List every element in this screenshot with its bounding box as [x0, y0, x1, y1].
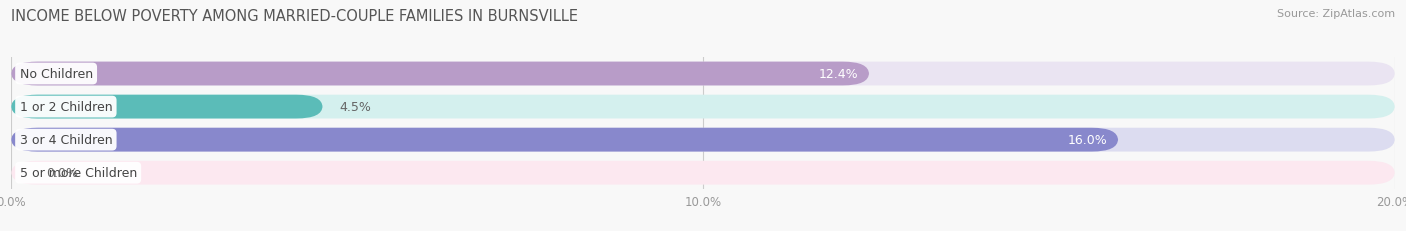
FancyBboxPatch shape: [11, 95, 1395, 119]
Text: 1 or 2 Children: 1 or 2 Children: [20, 101, 112, 114]
Text: 16.0%: 16.0%: [1069, 134, 1108, 146]
Text: Source: ZipAtlas.com: Source: ZipAtlas.com: [1277, 9, 1395, 19]
Text: 5 or more Children: 5 or more Children: [20, 167, 136, 179]
Text: INCOME BELOW POVERTY AMONG MARRIED-COUPLE FAMILIES IN BURNSVILLE: INCOME BELOW POVERTY AMONG MARRIED-COUPL…: [11, 9, 578, 24]
Text: 12.4%: 12.4%: [820, 68, 859, 81]
FancyBboxPatch shape: [11, 128, 1395, 152]
FancyBboxPatch shape: [11, 62, 1395, 86]
Text: 4.5%: 4.5%: [340, 101, 371, 114]
FancyBboxPatch shape: [11, 128, 1118, 152]
FancyBboxPatch shape: [11, 161, 1395, 185]
FancyBboxPatch shape: [11, 95, 322, 119]
Text: 0.0%: 0.0%: [46, 167, 77, 179]
Text: No Children: No Children: [20, 68, 93, 81]
FancyBboxPatch shape: [11, 62, 869, 86]
Text: 3 or 4 Children: 3 or 4 Children: [20, 134, 112, 146]
